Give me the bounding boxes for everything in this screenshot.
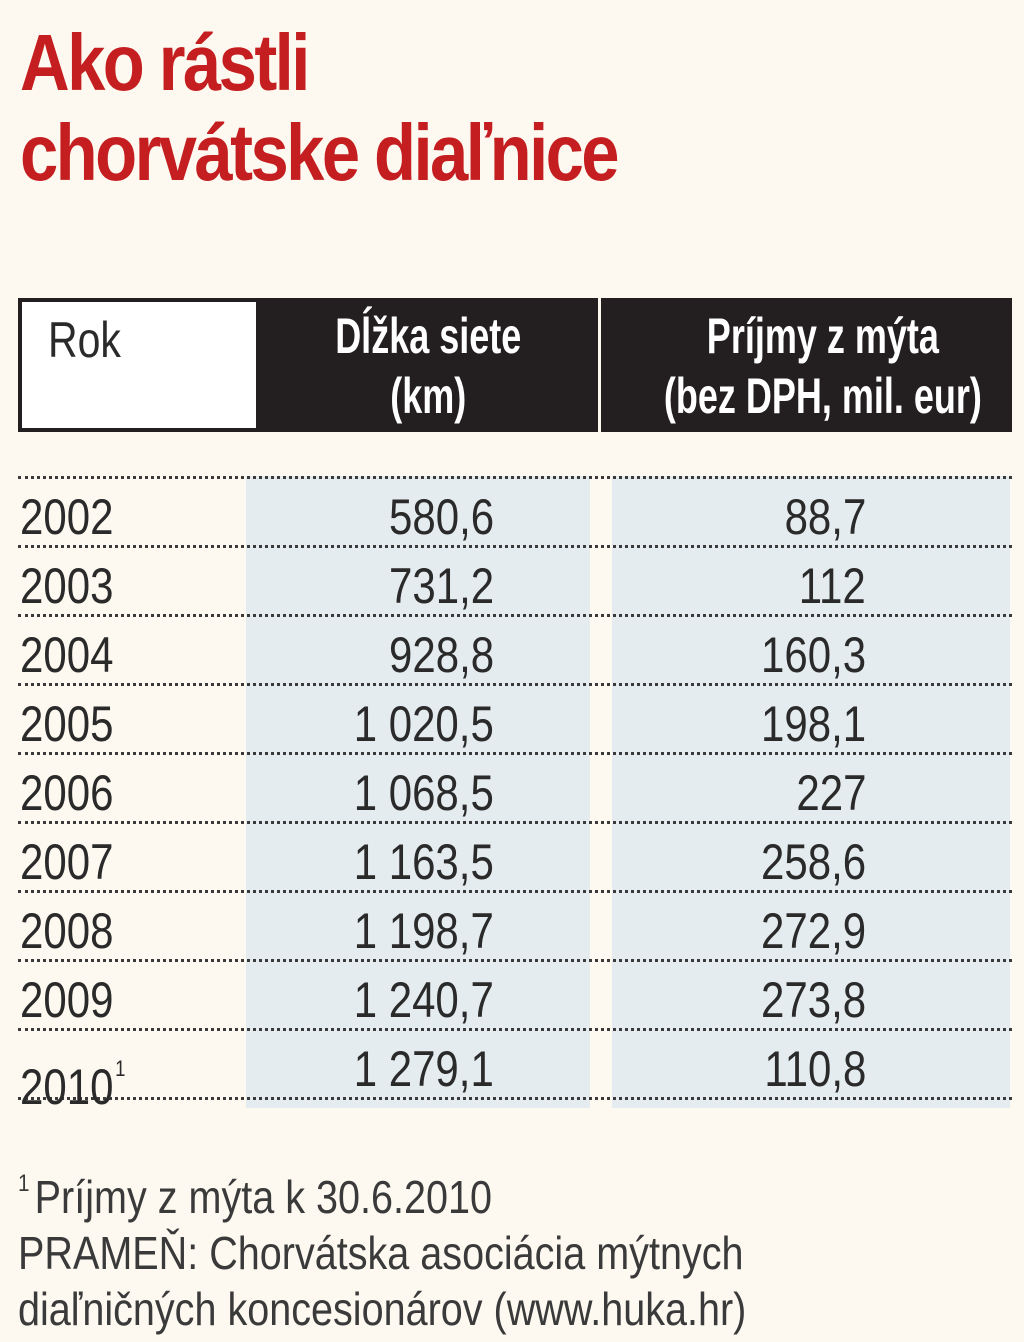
- table-row: 2002 580,6 88,7: [18, 479, 1012, 548]
- cell-toll-revenue: 272,9: [760, 903, 866, 959]
- cell-length-km: 1 198,7: [353, 903, 494, 959]
- cell-length-km: 1 163,5: [353, 834, 494, 890]
- cell-toll-revenue: 112: [799, 558, 866, 614]
- table-row: 2005 1 020,5 198,1: [18, 686, 1012, 755]
- toll-column-shade: [612, 476, 1010, 1108]
- footnote-marker: 1: [18, 1170, 30, 1197]
- table-top-rule: [18, 476, 1012, 479]
- header-label-toll: Príjmy z mýta: [706, 308, 939, 364]
- cell-length-km: 1 240,7: [353, 972, 494, 1028]
- table-row: 2006 1 068,5 227: [18, 755, 1012, 824]
- cell-length-km: 1 068,5: [353, 765, 494, 821]
- footnote: 1 Príjmy z mýta k 30.6.2010 PRAMEŇ: Chorv…: [18, 1156, 1008, 1337]
- header-cell-year: Rok: [22, 302, 256, 428]
- cell-length-km: 1 020,5: [353, 696, 494, 752]
- cell-year: 2002: [20, 489, 113, 545]
- cell-year-value: 2005: [20, 696, 114, 752]
- cell-length-km: 731,2: [388, 558, 494, 614]
- table-row: 2008 1 198,7 272,9: [18, 893, 1012, 962]
- cell-toll-revenue: 273,8: [760, 972, 866, 1028]
- cell-toll-revenue: 227: [795, 765, 866, 821]
- cell-year-value: 2008: [20, 903, 114, 959]
- header-label-length: Dĺžka siete: [334, 308, 522, 364]
- cell-year-value: 2006: [20, 765, 114, 821]
- title-line-1: Ako rástli: [20, 18, 310, 107]
- cell-year: 2004: [20, 627, 113, 683]
- cell-year: 2006: [20, 765, 113, 821]
- cell-year: 2008: [20, 903, 113, 959]
- cell-year-value: 2010: [20, 1059, 114, 1115]
- cell-toll-revenue: 88,7: [784, 489, 866, 545]
- source-line-2: diaľničných koncesionárov (www.huka.hr): [18, 1283, 747, 1335]
- table-row: 2007 1 163,5 258,6: [18, 824, 1012, 893]
- table-row: 20101 1 279,1 110,8: [18, 1031, 1012, 1115]
- footnote-note: 1 Príjmy z mýta k 30.6.2010: [18, 1156, 869, 1225]
- cell-year: 2007: [20, 834, 113, 890]
- table-row: 2009 1 240,7 273,8: [18, 962, 1012, 1031]
- table-body: 2002 580,6 88,7 2003 731,2 112 2004 928,8 160,3 2…: [18, 476, 1012, 1115]
- cell-year: 2009: [20, 972, 113, 1028]
- cell-year-value: 2003: [20, 558, 114, 614]
- cell-year-footnote-marker: 1: [115, 1056, 126, 1081]
- header-cell-toll: Príjmy z mýta (bez DPH, mil. eur): [602, 306, 1012, 426]
- source-line-1: PRAMEŇ: Chorvátska asociácia mýtnych: [18, 1227, 744, 1279]
- length-column-shade: [246, 476, 590, 1108]
- header-cell-length: Dĺžka siete (km): [258, 306, 598, 426]
- footnote-text: Príjmy z mýta k 30.6.2010: [34, 1171, 492, 1223]
- cell-year: 2003: [20, 558, 113, 614]
- table-row: 2004 928,8 160,3: [18, 617, 1012, 686]
- header-label-length-unit: (km): [389, 368, 467, 424]
- cell-year: 2005: [20, 696, 113, 752]
- header-separator: [598, 298, 601, 432]
- chart-title: Ako rástli chorvátske diaľnice: [20, 18, 863, 198]
- cell-toll-revenue: 160,3: [760, 627, 866, 683]
- cell-toll-revenue: 258,6: [760, 834, 866, 890]
- cell-year-value: 2009: [20, 972, 114, 1028]
- cell-length-km: 928,8: [388, 627, 494, 683]
- table-row: 2003 731,2 112: [18, 548, 1012, 617]
- title-line-2: chorvátske diaľnice: [20, 108, 620, 197]
- table-header: Rok Dĺžka siete (km) Príjmy z mýta (bez …: [18, 298, 1012, 432]
- cell-toll-revenue: 198,1: [760, 696, 866, 752]
- cell-length-km: 580,6: [388, 489, 494, 545]
- header-label-year: Rok: [48, 312, 121, 368]
- cell-year-value: 2002: [20, 489, 114, 545]
- cell-toll-revenue: 110,8: [764, 1041, 866, 1097]
- cell-length-km: 1 279,1: [353, 1041, 494, 1097]
- cell-year: 20101: [20, 1041, 125, 1115]
- cell-year-value: 2007: [20, 834, 114, 890]
- header-label-toll-unit: (bez DPH, mil. eur): [663, 368, 982, 424]
- cell-year-value: 2004: [20, 627, 114, 683]
